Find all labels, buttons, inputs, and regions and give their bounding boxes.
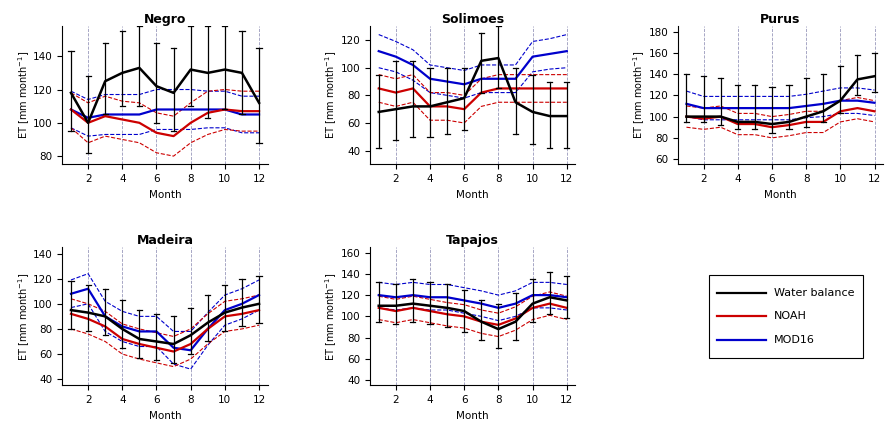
Title: Tapajos: Tapajos — [446, 234, 500, 247]
Title: Purus: Purus — [760, 13, 801, 26]
Title: Negro: Negro — [144, 13, 186, 26]
Y-axis label: ET [mm month$^{-1}$]: ET [mm month$^{-1}$] — [324, 51, 339, 139]
Text: NOAH: NOAH — [774, 311, 807, 321]
Y-axis label: ET [mm month$^{-1}$]: ET [mm month$^{-1}$] — [324, 272, 339, 360]
X-axis label: Month: Month — [457, 190, 489, 200]
Text: Water balance: Water balance — [774, 288, 855, 298]
Y-axis label: ET [mm month$^{-1}$]: ET [mm month$^{-1}$] — [16, 51, 31, 139]
Title: Madeira: Madeira — [136, 234, 194, 247]
Y-axis label: ET [mm month$^{-1}$]: ET [mm month$^{-1}$] — [632, 51, 647, 139]
Y-axis label: ET [mm month$^{-1}$]: ET [mm month$^{-1}$] — [16, 272, 31, 360]
Title: Solimoes: Solimoes — [442, 13, 504, 26]
Text: MOD16: MOD16 — [774, 335, 815, 345]
X-axis label: Month: Month — [149, 190, 181, 200]
X-axis label: Month: Month — [457, 411, 489, 421]
X-axis label: Month: Month — [764, 190, 797, 200]
X-axis label: Month: Month — [149, 411, 181, 421]
